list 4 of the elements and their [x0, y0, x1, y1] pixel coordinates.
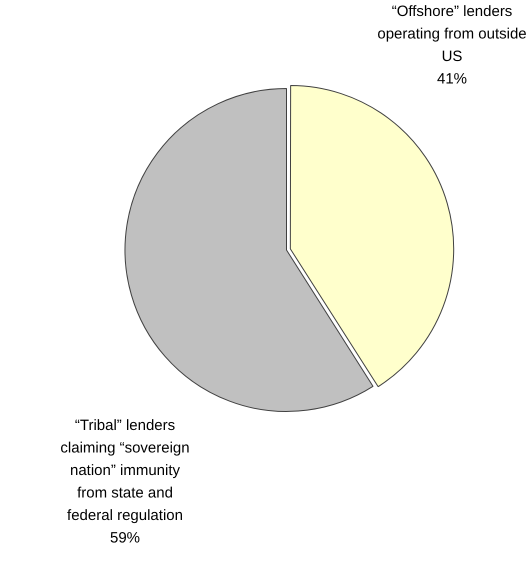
data-label: 59% — [110, 530, 140, 547]
slice-label: “Offshore” lenders operating from outside US — [377, 3, 527, 66]
slice-label: “Tribal” lenders claiming “sovereign nation” immunity from state and federal regulation — [60, 417, 190, 524]
data-label: 41% — [436, 70, 468, 88]
